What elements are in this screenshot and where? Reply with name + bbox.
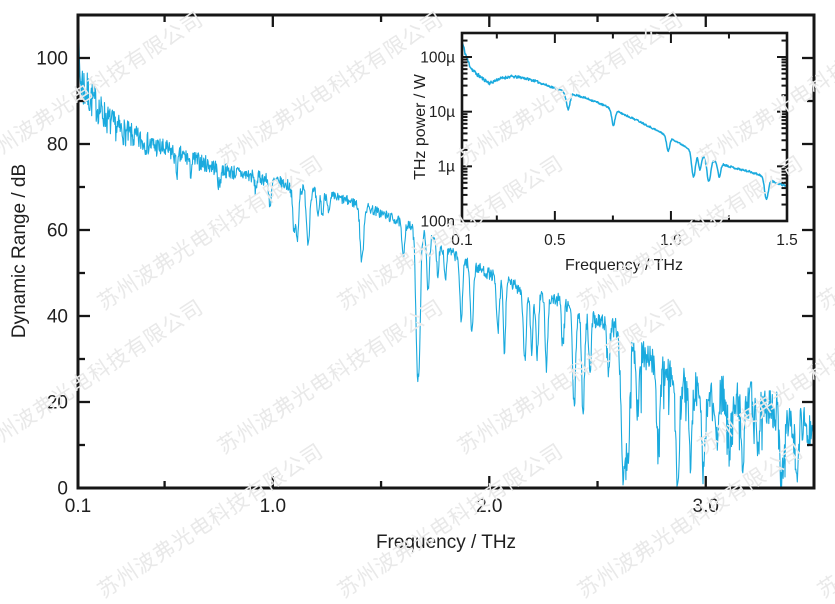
inset-y-tick-label: 100n bbox=[421, 213, 455, 230]
inset-x-tick-label: 1.0 bbox=[660, 232, 682, 249]
inset-x-tick-label: 0.5 bbox=[544, 232, 566, 249]
inset-curve bbox=[462, 41, 787, 201]
main-x-tick-label: 1.0 bbox=[260, 496, 286, 517]
chart-canvas: 0.1 1.0 2.0 3.0 0 20 40 60 80 100 0.1 0.5 1.0 1.5 100n… bbox=[36, 13, 816, 517]
inset-x-axis-title: Frequency / THz bbox=[565, 257, 683, 274]
main-x-tick-label: 3.0 bbox=[693, 496, 719, 517]
inset-y-tick-label: 1µ bbox=[437, 159, 455, 176]
figure: 0.1 1.0 2.0 3.0 0 20 40 60 80 100 0.1 0.5 1.0 1.5 100n… bbox=[0, 7, 835, 603]
main-y-tick-label: 80 bbox=[47, 134, 68, 155]
main-plot-border bbox=[76, 13, 816, 490]
main-y-tick-label: 20 bbox=[47, 392, 68, 413]
inset-background bbox=[462, 33, 787, 221]
main-y-tick-label: 60 bbox=[47, 220, 68, 241]
inset-plot-border bbox=[460, 31, 789, 223]
inset-x-tick-label: 0.1 bbox=[451, 232, 473, 249]
main-y-axis-title: Dynamic Range / dB bbox=[9, 163, 30, 339]
inset-x-tick-label: 1.5 bbox=[776, 232, 798, 249]
main-y-tick-label: 40 bbox=[47, 306, 68, 327]
inset-y-tick-label: 10µ bbox=[429, 104, 455, 121]
inset-y-tick-label: 100µ bbox=[420, 49, 455, 66]
main-y-tick-label: 100 bbox=[36, 48, 68, 69]
main-x-tick-label: 0.1 bbox=[65, 496, 91, 517]
inset-y-axis-title: THz power / W bbox=[412, 74, 429, 180]
main-curve bbox=[78, 41, 814, 487]
main-x-tick-label: 2.0 bbox=[476, 496, 502, 517]
main-y-tick-label: 0 bbox=[57, 478, 68, 499]
main-x-axis-title: Frequency / THz bbox=[375, 532, 517, 553]
